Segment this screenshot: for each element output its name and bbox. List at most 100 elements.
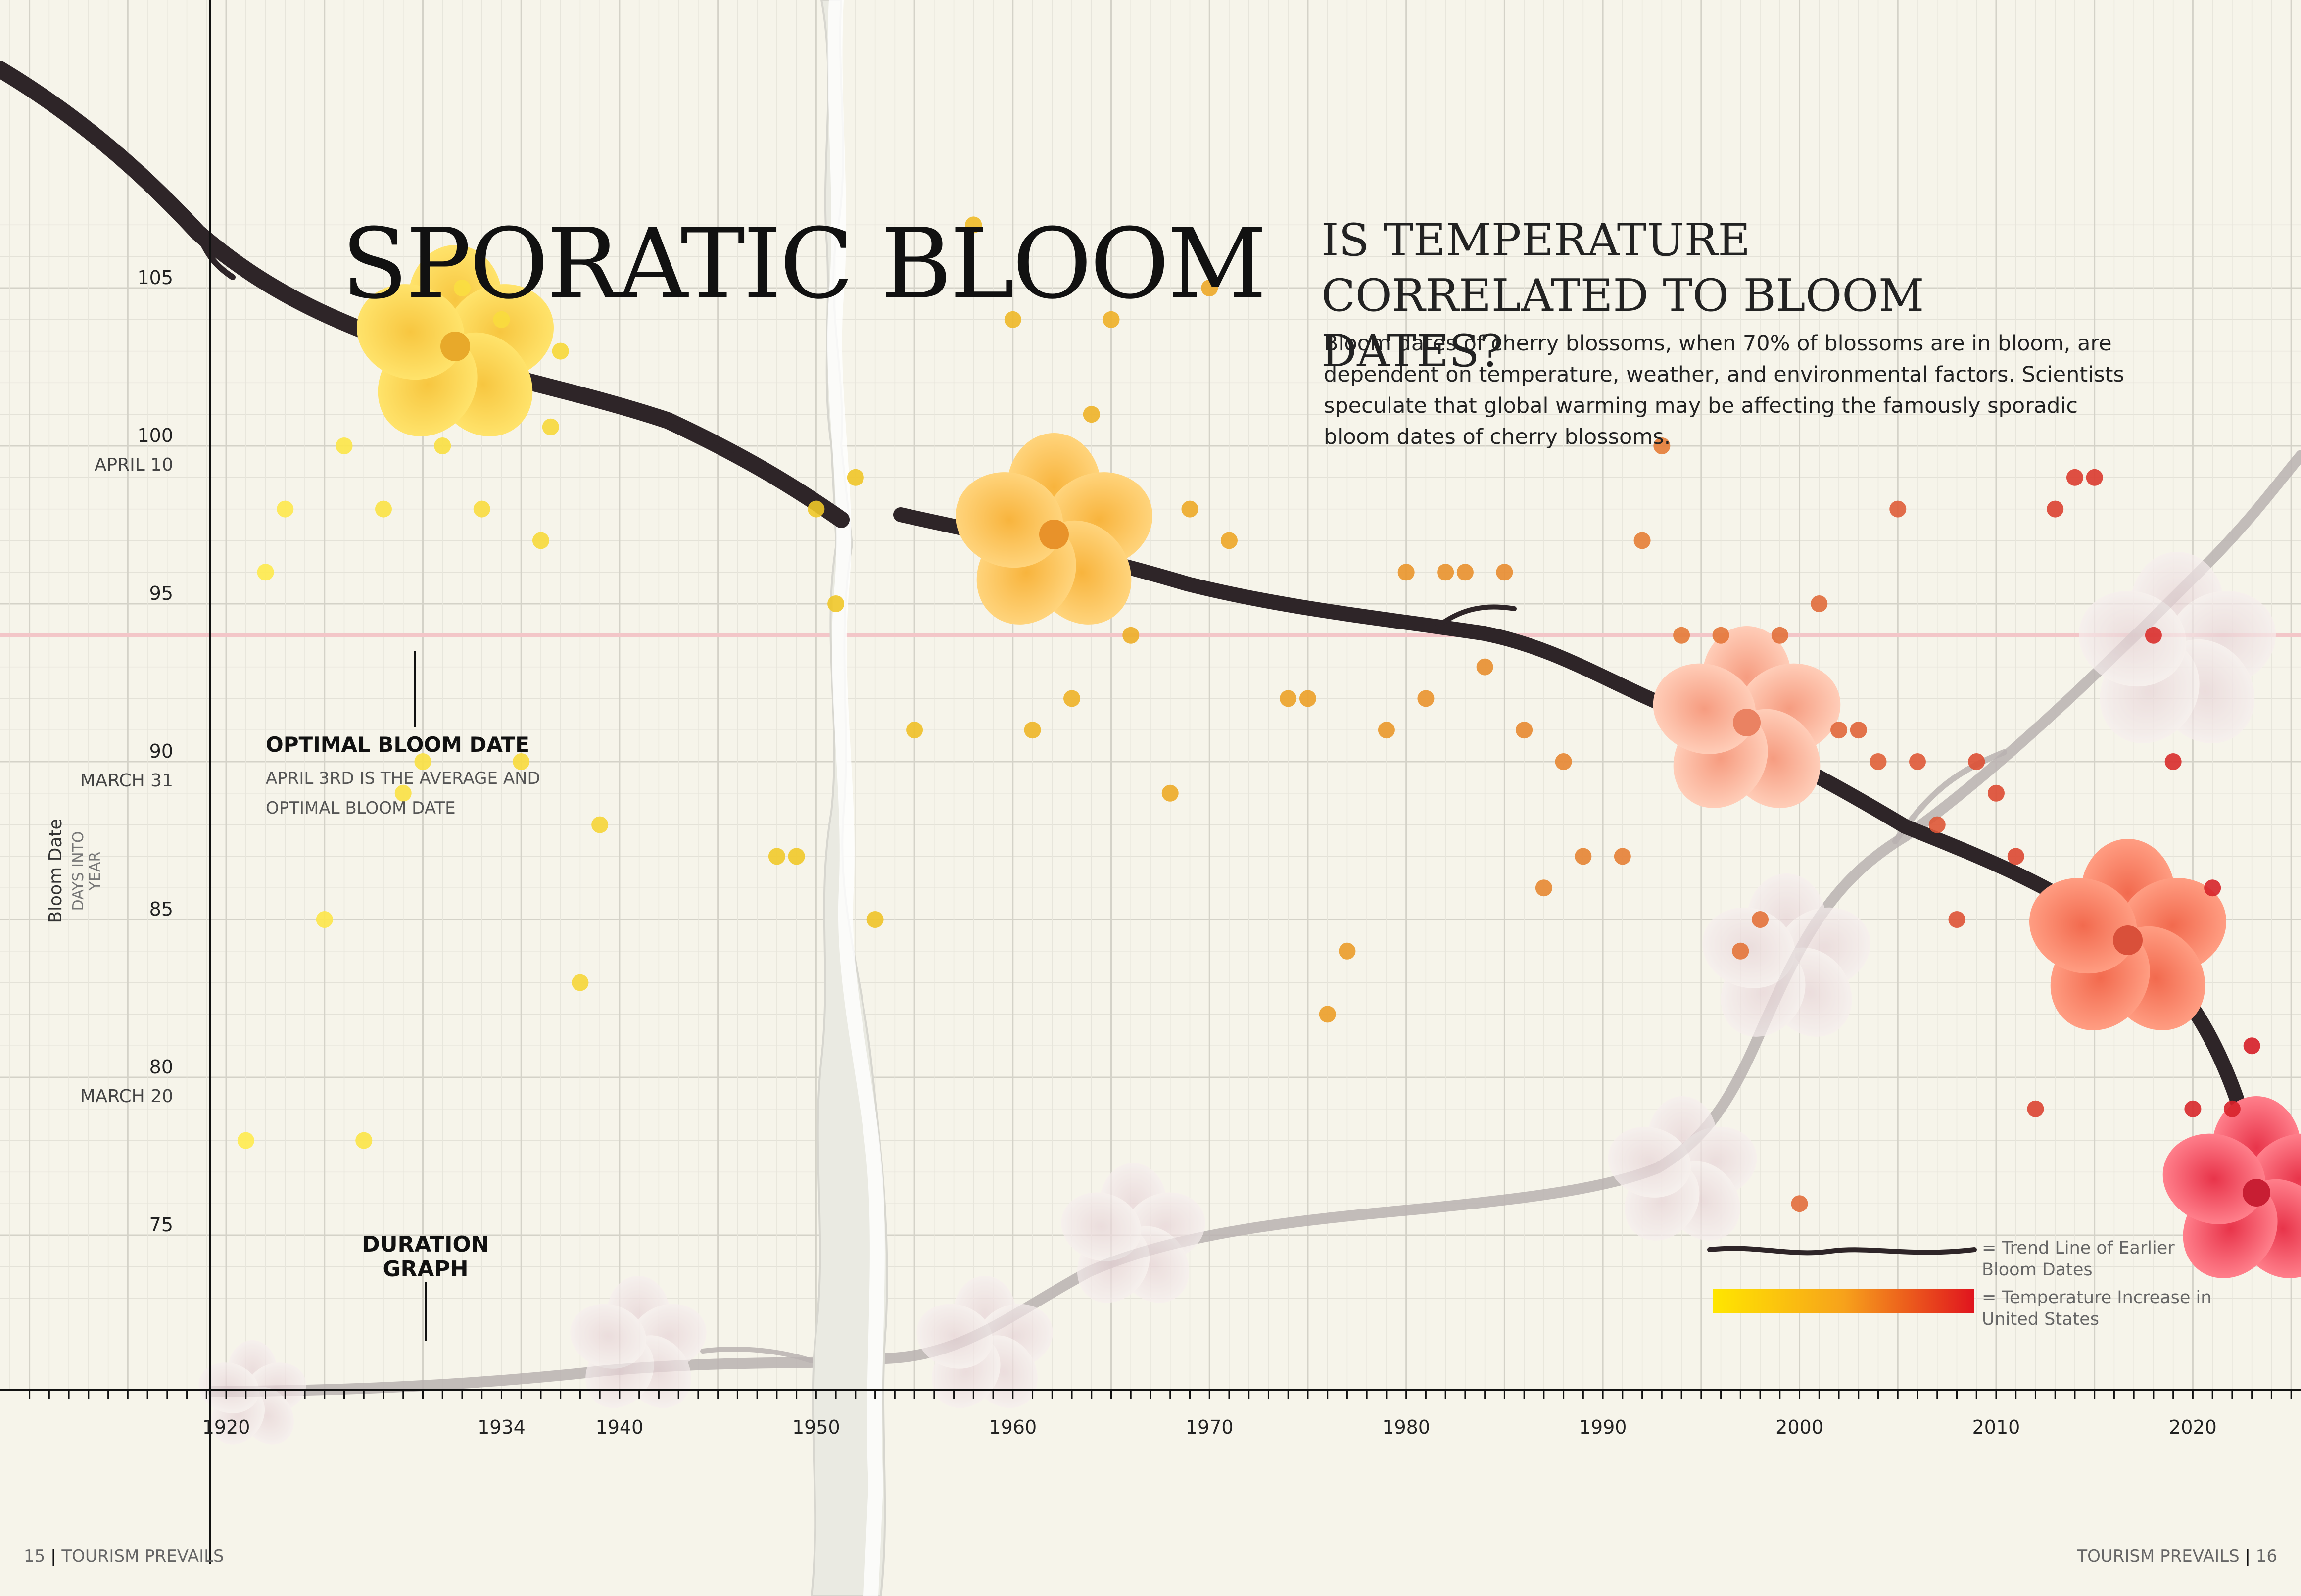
data-point [591,816,609,833]
data-point [1909,753,1926,770]
data-point [1122,627,1140,644]
duration-graph-label: DURATION GRAPH [362,1232,489,1282]
data-point [1928,816,1946,833]
data-point [808,500,825,518]
data-point [1063,690,1081,707]
data-point [1339,942,1356,960]
publication-title-right: TOURISM PREVAILS [2077,1547,2240,1566]
x-tick-label: 1920 [202,1416,250,1438]
publication-title-left: TOURISM PREVAILS [61,1547,224,1566]
data-point [1516,722,1533,739]
y-tick-label: 95 [149,582,173,604]
data-point [2027,1100,2044,1117]
y-tick-label: 105 [137,267,173,289]
x-tick-label: 1950 [792,1416,840,1438]
y-tick-label: 80 [149,1056,173,1078]
data-point [1968,753,1985,770]
data-point [434,437,451,454]
data-point [316,911,333,928]
blossom-coral [2029,839,2227,1030]
x-tick-label: 1990 [1579,1416,1627,1438]
data-point [1614,848,1631,865]
data-point [1673,627,1690,644]
data-point [1575,848,1592,865]
data-point [1870,753,1887,770]
data-point [237,1132,254,1149]
page-number-left: 15 [24,1547,46,1566]
y-axis-subtitle: DAYS INTOYEAR [70,831,104,911]
data-point [965,216,982,234]
y-tick-date-label: MARCH 20 [80,1086,173,1107]
data-point [2164,753,2182,770]
y-tick-label: 100 [137,425,173,446]
y-axis-title: Bloom Date [46,819,66,923]
data-point [1830,722,1848,739]
page-title: SPORATIC BLOOM [341,208,1267,321]
data-point [1024,722,1041,739]
data-point [1791,1195,1808,1212]
data-point [1889,500,1907,518]
data-point [1653,437,1671,454]
data-point [1948,911,1965,928]
data-point [375,500,392,518]
data-point [1633,532,1651,549]
optimal-bloom-subtitle: April 3rd is the average and optimal blo… [266,769,540,818]
footer-separator: | [2245,1547,2256,1566]
data-point [847,469,864,486]
data-point [1555,753,1572,770]
torn-paper-strip [810,0,888,1596]
section-question: IS TEMPERATURE CORRELATED TO BLOOM DATES… [1321,214,1924,377]
blossom-peach [1653,626,1841,808]
data-point [1181,500,1198,518]
data-point [2204,879,2221,897]
data-point [572,974,589,991]
x-tick-label: 1970 [1186,1416,1234,1438]
data-point [542,418,559,435]
data-point [1103,311,1120,328]
data-point [1476,658,1493,676]
data-point [1535,879,1552,897]
data-point [1220,532,1238,549]
y-tick-date-label: MARCH 31 [80,771,173,791]
data-point [394,784,412,802]
x-tick-label: 1940 [596,1416,644,1438]
legend-temperature-label: = Temperature Increase in United States [1982,1288,2212,1329]
footer-left: 15 | TOURISM PREVAILS [24,1547,224,1566]
data-point [1201,280,1218,296]
data-point [866,911,884,928]
x-tick-label: 1934 [478,1416,526,1438]
data-point [2047,500,2064,518]
data-point [1771,627,1788,644]
data-point [1712,627,1729,644]
x-tick-label: 2000 [1775,1416,1823,1438]
data-point [453,280,471,296]
data-point [1437,564,1454,581]
data-point [1987,784,2005,802]
data-point [1496,564,1513,581]
y-tick-date-label: APRIL 10 [95,455,173,475]
x-tick-label: 2010 [1972,1416,2020,1438]
data-point [1083,406,1100,423]
blossom-decorations [198,245,2301,1445]
data-point [1004,311,1021,328]
data-point [1378,722,1395,739]
data-point [2223,1100,2241,1117]
data-point [1456,564,1474,581]
data-point [493,311,510,328]
data-point [788,848,805,865]
data-point [257,564,274,581]
chart-axes [0,0,2301,1564]
x-tick-label: 1980 [1382,1416,1430,1438]
blossom-red [2162,1096,2301,1278]
footer-right: TOURISM PREVAILS | 16 [2077,1547,2277,1566]
intro-paragraph: Bloom dates of cherry blossoms, when 70%… [1324,331,2124,449]
data-point [906,722,923,739]
data-point [1850,722,1867,739]
page-number-right: 16 [2255,1547,2277,1566]
y-tick-label: 75 [149,1214,173,1236]
data-point [1417,690,1435,707]
x-tick-label: 2020 [2169,1416,2217,1438]
data-point [1732,942,1749,960]
